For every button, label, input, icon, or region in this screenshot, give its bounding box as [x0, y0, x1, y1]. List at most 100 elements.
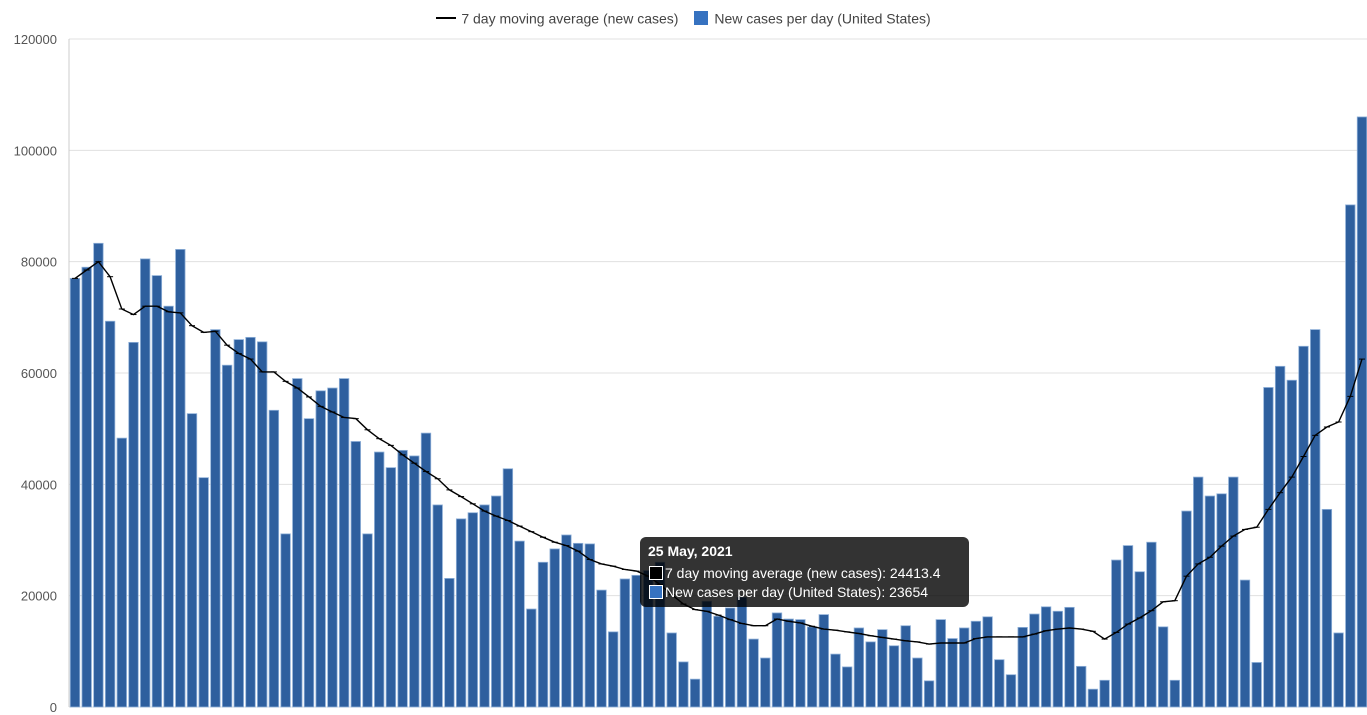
bar: [491, 495, 502, 708]
bar: [678, 661, 689, 708]
bar: [1076, 665, 1087, 708]
tooltip: 25 May, 2021 7 day moving average (new c…: [640, 537, 969, 607]
bar: [257, 341, 268, 708]
bar: [245, 336, 256, 708]
bar: [818, 614, 829, 708]
bar: [1087, 688, 1099, 708]
bar: [467, 512, 478, 708]
tooltip-bar-swatch: [649, 585, 663, 599]
bar: [385, 467, 397, 708]
bar: [725, 607, 736, 708]
moving-average-series: [72, 260, 1365, 645]
bar: [982, 616, 993, 708]
bar: [268, 409, 280, 708]
bar: [1310, 329, 1321, 708]
bar: [374, 451, 385, 708]
y-axis-ticks: 0 20000 40000 60000 80000 100000 120000: [14, 32, 57, 715]
bar: [1345, 204, 1356, 708]
bar: [338, 378, 350, 708]
bar: [1274, 365, 1286, 708]
bar: [1099, 679, 1110, 708]
bar: [1216, 493, 1227, 708]
bar: [514, 540, 525, 708]
tooltip-bar-row: New cases per day (United States): 23654: [649, 584, 928, 600]
bar: [748, 638, 759, 708]
bar: [1251, 662, 1262, 708]
bar: [186, 413, 198, 708]
bar: [292, 378, 303, 708]
bar: [1029, 613, 1040, 708]
bar: [1333, 632, 1344, 708]
bar: [233, 339, 244, 708]
bar: [69, 277, 81, 708]
bar: [163, 305, 174, 708]
y-tick-label: 120000: [14, 32, 57, 47]
bar: [315, 390, 326, 708]
bar: [783, 618, 794, 708]
bar: [900, 625, 911, 708]
bar: [362, 533, 373, 708]
tooltip-line-text: 7 day moving average (new cases): 24413.…: [665, 565, 941, 581]
bar: [1286, 379, 1297, 708]
tooltip-bar-text: New cases per day (United States): 23654: [665, 584, 929, 600]
bar: [888, 645, 900, 708]
bar: [619, 578, 631, 708]
bar: [221, 364, 233, 708]
bar-series: [69, 116, 1367, 708]
bar: [1064, 606, 1075, 708]
bar: [865, 641, 876, 708]
bar: [1239, 579, 1251, 708]
bar: [327, 387, 338, 708]
bar: [455, 518, 467, 708]
bar: [502, 468, 514, 708]
bar: [303, 418, 315, 708]
bar: [701, 600, 712, 708]
bar: [935, 619, 946, 708]
bar: [1017, 626, 1028, 708]
bar: [923, 680, 935, 708]
bar: [596, 589, 607, 708]
bar: [1204, 495, 1216, 708]
bar: [947, 638, 958, 708]
bar: [1263, 387, 1274, 708]
bar: [151, 275, 163, 708]
bar: [912, 657, 923, 708]
bar: [549, 548, 560, 708]
bar: [806, 626, 818, 708]
bar: [631, 574, 642, 708]
bar: [1005, 674, 1017, 708]
bar: [432, 504, 443, 708]
bar: [877, 629, 888, 708]
y-tick-label: 0: [50, 700, 57, 715]
bar: [350, 441, 361, 708]
bar: [853, 627, 865, 708]
bar: [81, 266, 92, 708]
bar: [128, 341, 139, 708]
bar: [444, 578, 455, 708]
bar: [666, 632, 677, 708]
legend-bar-label[interactable]: New cases per day (United States): [714, 10, 931, 27]
bar: [689, 678, 701, 708]
bar: [830, 653, 841, 708]
bar: [970, 620, 982, 708]
bar: [1040, 606, 1052, 708]
legend-line-label[interactable]: 7 day moving average (new cases): [461, 10, 679, 27]
bar: [420, 432, 432, 708]
bar: [93, 242, 104, 708]
bar: [736, 596, 748, 708]
bar: [537, 561, 549, 708]
legend-line-swatch[interactable]: [436, 17, 457, 20]
bar: [713, 615, 724, 708]
bar: [795, 619, 806, 708]
legend-bar-swatch[interactable]: [694, 11, 709, 26]
tooltip-line-row: 7 day moving average (new cases): 24413.…: [649, 565, 941, 581]
y-tick-label: 100000: [14, 143, 57, 158]
bar: [280, 533, 291, 708]
y-tick-label: 20000: [21, 589, 57, 604]
bar: [608, 631, 619, 708]
bar: [760, 657, 771, 708]
bar: [1146, 541, 1157, 708]
bar: [1111, 559, 1122, 708]
legend: 7 day moving average (new cases) New cas…: [0, 9, 1367, 26]
